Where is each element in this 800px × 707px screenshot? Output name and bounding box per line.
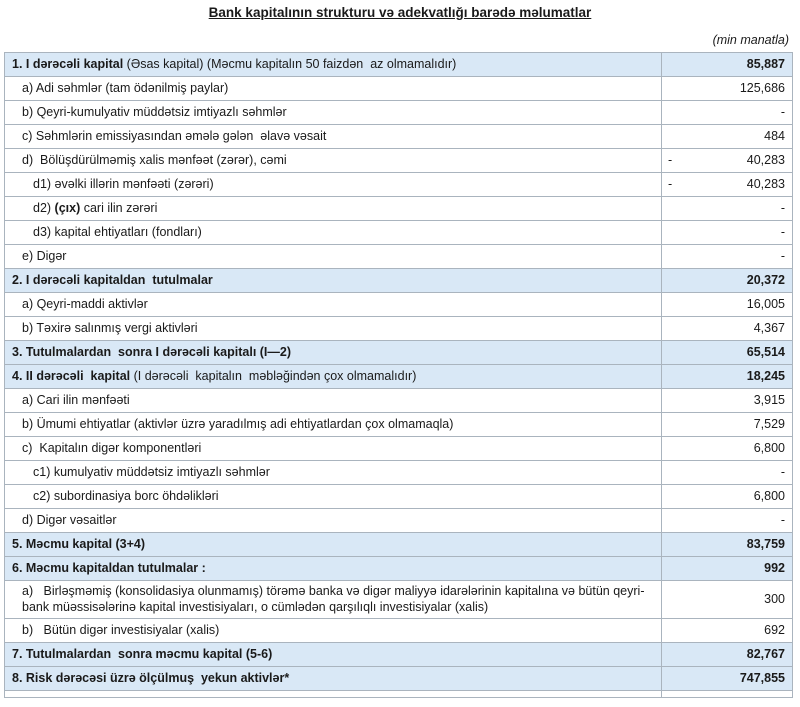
row-label: b) Bütün digər investisiyalar (xalis)	[4, 617, 662, 643]
row-label: c) Kapitalın digər komponentləri	[4, 436, 662, 461]
row-label: 7. Tutulmalardan sonra məcmu kapital (5-…	[4, 641, 662, 667]
report-page: Bank kapitalının strukturu və adekvatlığ…	[0, 5, 800, 698]
table-row: c) Səhmlərin emissiyasından əmələ gələn …	[4, 124, 793, 149]
row-label	[4, 689, 662, 698]
unit-note: (min manatla)	[712, 33, 789, 47]
table-row: d2) (çıx) cari ilin zərəri -	[4, 196, 793, 221]
table-row: a) Cari ilin mənfəəti 3,915	[4, 388, 793, 413]
row-label: 3. Tutulmalardan sonra I dərəcəli kapita…	[4, 340, 662, 365]
row-value: 65,514	[661, 340, 793, 365]
row-label: d3) kapital ehtiyatları (fondları)	[4, 220, 662, 245]
table-row-partial	[4, 689, 793, 698]
row-value	[661, 689, 793, 698]
negative-sign: -	[668, 153, 673, 168]
row-label: 1. I dərəcəli kapital (Əsas kapital) (Mə…	[4, 52, 662, 77]
row-label: d) Digər vəsaitlər	[4, 508, 662, 533]
row-label: d) Bölüşdürülməmiş xalis mənfəət (zərər)…	[4, 148, 662, 173]
table-row: 4. II dərəcəli kapital (I dərəcəli kapit…	[4, 364, 793, 389]
row-value: 7,529	[661, 412, 793, 437]
row-label: 2. I dərəcəli kapitaldan tutulmalar	[4, 268, 662, 293]
row-value: 992	[661, 556, 793, 581]
row-label: c1) kumulyativ müddətsiz imtiyazlı səhml…	[4, 460, 662, 485]
row-value: 6,800	[661, 436, 793, 461]
capital-structure-table: 1. I dərəcəli kapital (Əsas kapital) (Mə…	[4, 52, 793, 698]
table-row: a) Birləşməmiş (konsolidasiya olunmamış)…	[4, 580, 793, 619]
row-label: c) Səhmlərin emissiyasından əmələ gələn …	[4, 124, 662, 149]
table-row: b) Ümumi ehtiyatlar (aktivlər üzrə yarad…	[4, 412, 793, 437]
row-value: 20,372	[661, 268, 793, 293]
row-label: 4. II dərəcəli kapital (I dərəcəli kapit…	[4, 364, 662, 389]
row-value: 747,855	[661, 665, 793, 691]
row-value: -	[661, 100, 793, 125]
negative-sign: -	[668, 177, 673, 192]
row-label: a) Adi səhmlər (tam ödənilmiş paylar)	[4, 76, 662, 101]
row-value: -40,283	[661, 172, 793, 197]
table-row: d) Digər vəsaitlər -	[4, 508, 793, 533]
row-label: e) Digər	[4, 244, 662, 269]
row-value: -	[661, 460, 793, 485]
capital-structure-table-body: 1. I dərəcəli kapital (Əsas kapital) (Mə…	[4, 52, 793, 698]
row-label: a) Cari ilin mənfəəti	[4, 388, 662, 413]
row-label: a) Birləşməmiş (konsolidasiya olunmamış)…	[4, 580, 662, 619]
table-row: d3) kapital ehtiyatları (fondları) -	[4, 220, 793, 245]
row-label: 8. Risk dərəcəsi üzrə ölçülmuş yekun akt…	[4, 665, 662, 691]
row-value: 3,915	[661, 388, 793, 413]
row-value: 6,800	[661, 484, 793, 509]
row-value: 484	[661, 124, 793, 149]
table-row: 2. I dərəcəli kapitaldan tutulmalar 20,37…	[4, 268, 793, 293]
row-value: 125,686	[661, 76, 793, 101]
table-row: 8. Risk dərəcəsi üzrə ölçülmuş yekun akt…	[4, 665, 793, 691]
row-value: -	[661, 508, 793, 533]
row-value: -40,283	[661, 148, 793, 173]
table-row: b) Bütün digər investisiyalar (xalis) 692	[4, 617, 793, 643]
row-value: 692	[661, 617, 793, 643]
table-row: 3. Tutulmalardan sonra I dərəcəli kapita…	[4, 340, 793, 365]
table-row: b) Qeyri-kumulyativ müddətsiz imtiyazlı …	[4, 100, 793, 125]
table-row: e) Digər -	[4, 244, 793, 269]
table-row: 7. Tutulmalardan sonra məcmu kapital (5-…	[4, 641, 793, 667]
table-row: b) Təxirə salınmış vergi aktivləri 4,367	[4, 316, 793, 341]
row-label: b) Ümumi ehtiyatlar (aktivlər üzrə yarad…	[4, 412, 662, 437]
row-value: 4,367	[661, 316, 793, 341]
page-title: Bank kapitalının strukturu və adekvatlığ…	[208, 5, 592, 20]
row-label: 5. Məcmu kapital (3+4)	[4, 532, 662, 557]
table-row: d) Bölüşdürülməmiş xalis mənfəət (zərər)…	[4, 148, 793, 173]
table-row: c) Kapitalın digər komponentləri 6,800	[4, 436, 793, 461]
row-value: 83,759	[661, 532, 793, 557]
row-label: d2) (çıx) cari ilin zərəri	[4, 196, 662, 221]
row-label: b) Təxirə salınmış vergi aktivləri	[4, 316, 662, 341]
table-row: c2) subordinasiya borc öhdəlikləri 6,800	[4, 484, 793, 509]
row-value: -	[661, 220, 793, 245]
row-value: 85,887	[661, 52, 793, 77]
row-value: 300	[661, 580, 793, 619]
row-value: 16,005	[661, 292, 793, 317]
table-row: c1) kumulyativ müddətsiz imtiyazlı səhml…	[4, 460, 793, 485]
table-row: a) Adi səhmlər (tam ödənilmiş paylar) 125…	[4, 76, 793, 101]
row-value: -	[661, 196, 793, 221]
row-label: b) Qeyri-kumulyativ müddətsiz imtiyazlı …	[4, 100, 662, 125]
table-row: 5. Məcmu kapital (3+4) 83,759	[4, 532, 793, 557]
table-row: a) Qeyri-maddi aktivlər 16,005	[4, 292, 793, 317]
table-row: 6. Məcmu kapitaldan tutulmalar :992	[4, 556, 793, 581]
row-value: 18,245	[661, 364, 793, 389]
table-row: d1) əvəlki illərin mənfəəti (zərəri) -40,…	[4, 172, 793, 197]
row-label: c2) subordinasiya borc öhdəlikləri	[4, 484, 662, 509]
row-label: d1) əvəlki illərin mənfəəti (zərəri)	[4, 172, 662, 197]
row-value: 82,767	[661, 641, 793, 667]
table-row: 1. I dərəcəli kapital (Əsas kapital) (Mə…	[4, 52, 793, 77]
row-label: a) Qeyri-maddi aktivlər	[4, 292, 662, 317]
row-label: 6. Məcmu kapitaldan tutulmalar :	[4, 556, 662, 581]
row-value: -	[661, 244, 793, 269]
